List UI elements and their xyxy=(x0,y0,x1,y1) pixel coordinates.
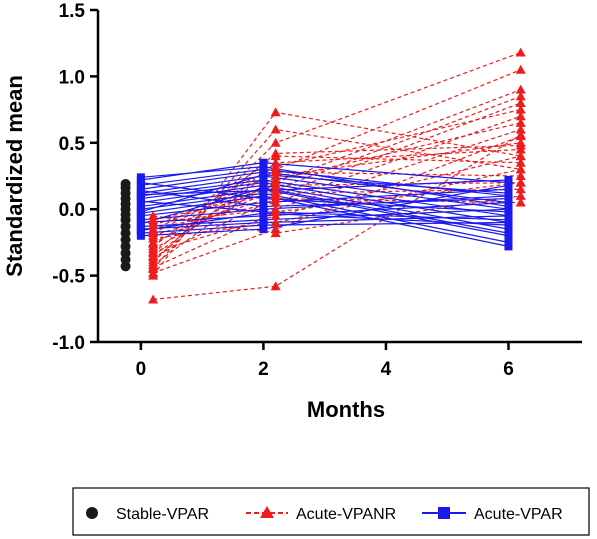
data-point-acute-vpar xyxy=(259,162,268,171)
data-point-acute-vpanr xyxy=(270,180,281,190)
data-point-acute-vpanr xyxy=(515,140,526,150)
data-point-acute-vpanr xyxy=(270,188,281,198)
data-point-acute-vpanr xyxy=(515,84,526,94)
legend-marker-acute-vpanr xyxy=(260,506,274,518)
data-point-acute-vpar xyxy=(259,170,268,179)
data-point-acute-vpanr xyxy=(148,238,159,248)
legend-label-acute-vpanr: Acute-VPANR xyxy=(296,506,396,523)
data-point-acute-vpanr xyxy=(515,64,526,74)
data-point-acute-vpanr xyxy=(270,107,281,117)
data-point-acute-vpanr xyxy=(148,262,159,272)
data-point-acute-vpanr xyxy=(515,97,526,107)
x-tick-label: 6 xyxy=(503,359,514,380)
data-point-acute-vpanr xyxy=(270,148,281,158)
data-point-acute-vpar xyxy=(136,207,145,216)
series-line-acute-vpanr xyxy=(152,155,521,247)
series-line-acute-vpanr xyxy=(152,135,521,274)
data-point-acute-vpanr xyxy=(270,228,281,238)
data-point-acute-vpanr xyxy=(148,210,159,220)
data-point-acute-vpanr xyxy=(148,233,159,243)
plot-area xyxy=(120,47,526,304)
data-point-acute-vpar xyxy=(504,175,513,184)
data-point-acute-vpanr xyxy=(515,171,526,180)
data-point-acute-vpar xyxy=(504,229,513,238)
data-point-acute-vpar xyxy=(504,194,513,203)
y-tick-label: 1.0 xyxy=(59,67,85,88)
data-point-acute-vpar xyxy=(259,209,268,218)
series-line-acute-vpanr xyxy=(152,111,521,276)
x-tick-label: 2 xyxy=(258,359,269,380)
data-point-acute-vpanr xyxy=(515,124,526,134)
data-point-stable-vpar xyxy=(120,178,131,189)
series-line-acute-vpanr xyxy=(153,134,522,301)
data-point-acute-vpanr xyxy=(148,220,159,230)
data-point-acute-vpanr xyxy=(515,190,526,200)
data-point-acute-vpanr xyxy=(515,91,526,101)
data-point-acute-vpanr xyxy=(270,193,281,203)
x-tick-label: 0 xyxy=(136,359,147,380)
data-point-acute-vpar xyxy=(504,215,513,224)
legend-label-stable-vpar: Stable-VPAR xyxy=(116,506,209,523)
axes: -1.0 -0.5 0.0 0.5 1.0 1.5 0 2 4 6 xyxy=(52,1,582,380)
legend-label-acute-vpar: Acute-VPAR xyxy=(474,506,563,523)
x-tick-label: 4 xyxy=(381,359,392,380)
data-point-acute-vpar xyxy=(259,202,268,211)
data-point-acute-vpar xyxy=(259,225,268,234)
series-line-acute-vpanr xyxy=(152,142,521,266)
data-point-acute-vpar xyxy=(136,197,145,206)
data-point-acute-vpanr xyxy=(270,217,281,227)
data-point-acute-vpanr xyxy=(515,47,526,57)
data-point-acute-vpanr xyxy=(270,137,281,147)
legend-marker-acute-vpar xyxy=(438,507,450,519)
y-tick-label: 1.5 xyxy=(59,1,86,22)
data-point-acute-vpanr xyxy=(270,206,281,216)
data-point-acute-vpanr xyxy=(270,174,281,184)
legend: Stable-VPAR Acute-VPANR Acute-VPAR xyxy=(72,487,590,536)
series-line-acute-vpanr xyxy=(153,188,521,221)
data-point-acute-vpanr xyxy=(515,131,526,141)
x-axis-title: Months xyxy=(307,397,385,422)
data-point-acute-vpar xyxy=(504,189,513,198)
data-point-acute-vpar xyxy=(136,190,145,199)
data-point-acute-vpar xyxy=(136,226,145,235)
data-point-acute-vpanr xyxy=(270,167,281,177)
data-point-acute-vpanr xyxy=(515,117,526,127)
y-tick-label: 0.5 xyxy=(59,134,86,155)
data-point-acute-vpanr xyxy=(515,164,526,174)
data-point-acute-vpanr xyxy=(515,177,526,187)
data-point-acute-vpar xyxy=(504,202,513,211)
series-line-acute-vpanr xyxy=(153,128,521,224)
data-point-acute-vpanr xyxy=(515,104,526,114)
y-tick-label: 0.0 xyxy=(59,200,85,221)
data-point-acute-vpanr xyxy=(270,281,281,291)
data-point-acute-vpar xyxy=(504,181,513,190)
data-point-acute-vpanr xyxy=(515,197,526,207)
data-point-acute-vpar xyxy=(136,231,145,240)
data-point-acute-vpar xyxy=(504,221,513,230)
data-point-acute-vpar xyxy=(504,242,513,251)
series-line-acute-vpanr xyxy=(153,168,521,240)
data-point-acute-vpanr xyxy=(148,294,159,304)
legend-frame xyxy=(72,487,590,536)
data-point-acute-vpanr xyxy=(148,248,159,258)
data-point-acute-vpar xyxy=(136,173,145,182)
data-point-acute-vpanr xyxy=(148,267,159,277)
y-tick-label: -0.5 xyxy=(52,267,85,288)
data-point-acute-vpanr xyxy=(270,161,281,171)
data-point-acute-vpanr xyxy=(515,151,526,161)
y-tick-label: -1.0 xyxy=(52,333,85,354)
data-point-acute-vpar xyxy=(136,178,145,187)
data-point-acute-vpar xyxy=(259,194,268,203)
data-point-acute-vpanr xyxy=(515,157,526,167)
data-point-acute-vpar xyxy=(136,219,145,228)
data-point-acute-vpanr xyxy=(515,111,526,121)
y-axis-title: Standardized mean xyxy=(2,75,27,277)
data-point-acute-vpar xyxy=(259,186,268,195)
data-point-acute-vpanr xyxy=(515,184,526,194)
data-point-acute-vpanr xyxy=(148,225,159,235)
data-point-acute-vpar xyxy=(504,207,513,216)
legend-marker-stable-vpar xyxy=(86,507,98,519)
data-point-acute-vpanr xyxy=(270,124,281,134)
